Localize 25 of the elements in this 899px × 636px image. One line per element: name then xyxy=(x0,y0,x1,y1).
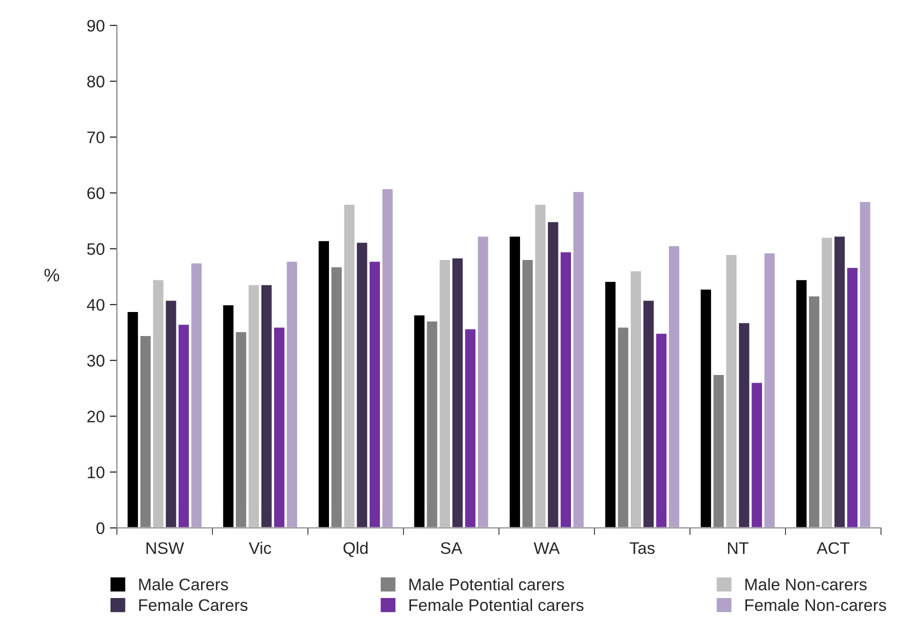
y-tick-label: 10 xyxy=(88,466,104,478)
legend-label: Male Non-carers xyxy=(745,578,867,590)
y-tick-label: 50 xyxy=(87,243,104,255)
x-tick-label: SA xyxy=(440,542,462,554)
x-tick-label: WA xyxy=(534,542,560,554)
legend-label: Male Carers xyxy=(139,578,228,590)
x-tick-label: NT xyxy=(728,542,748,554)
x-tick-label: ACT xyxy=(816,542,850,554)
legend-label: Female Non-carers xyxy=(745,598,886,612)
y-tick-label: 0 xyxy=(96,522,104,534)
y-tick-label: 30 xyxy=(87,354,104,367)
legend-label: Male Potential carers xyxy=(409,578,564,590)
y-tick-label: 80 xyxy=(87,76,104,88)
x-tick-label: Tas xyxy=(630,542,655,554)
x-tick-label: Qld xyxy=(343,542,368,557)
y-tick-label: 20 xyxy=(87,410,104,422)
y-tick-label: 90 xyxy=(87,20,104,32)
y-tick-label: 40 xyxy=(86,298,104,311)
legend-label: Female Carers xyxy=(139,598,248,612)
x-tick-label: Vic xyxy=(248,542,272,554)
y-tick-label: 70 xyxy=(87,131,104,144)
y-tick-label: 60 xyxy=(87,187,104,200)
x-tick-label: NSW xyxy=(146,542,184,554)
legend-label: Female Potential carers xyxy=(409,598,584,612)
y-axis-title: % xyxy=(44,268,60,282)
